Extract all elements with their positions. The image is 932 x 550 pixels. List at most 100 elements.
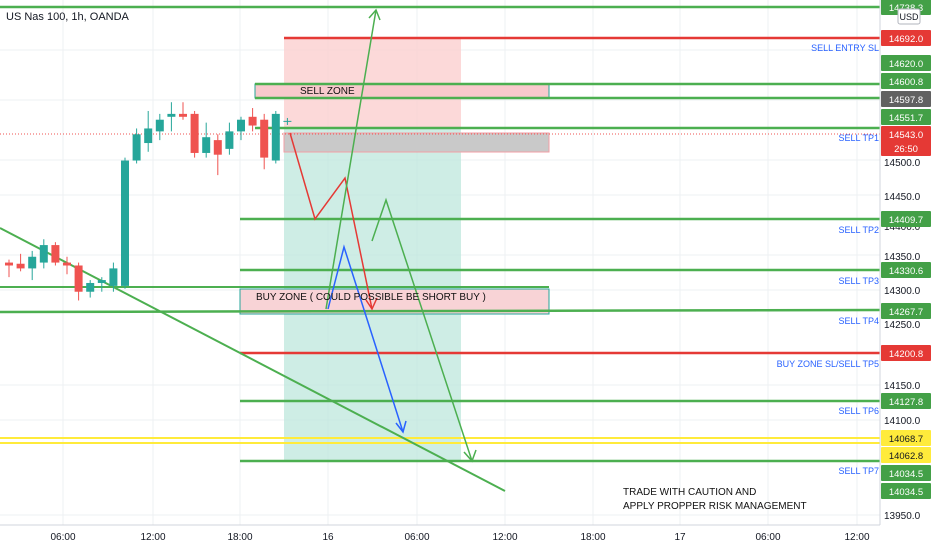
price-badge: 14068.7	[881, 430, 931, 446]
x-tick: 18:00	[227, 532, 252, 543]
price-badge-label: 14062.8	[889, 451, 923, 462]
price-badge-label: 14600.8	[889, 77, 923, 88]
candle-body	[51, 245, 60, 263]
price-badges: 14738.314692.014620.014600.814597.814551…	[881, 0, 931, 499]
label-buy-zone-sl: BUY ZONE SL/SELL TP5	[777, 359, 879, 369]
candle-body	[155, 119, 164, 132]
y-tick: 14500.0	[884, 158, 921, 169]
price-badge-label: 14543.0	[889, 130, 923, 141]
candle-body	[5, 262, 13, 266]
candle-body	[271, 113, 280, 161]
price-badge: 14620.0	[881, 55, 931, 71]
candle-body	[16, 263, 25, 269]
buy-zone-label: BUY ZONE ( COULD POSSIBLE BE SHORT BUY )	[256, 292, 486, 303]
candle-body	[86, 282, 95, 292]
x-tick: 06:00	[50, 532, 75, 543]
candle-body	[74, 265, 83, 292]
candle-body	[248, 116, 257, 126]
price-badge: 14409.7	[881, 211, 931, 227]
y-tick: 14400.0	[884, 222, 921, 233]
y-tick: 13950.0	[884, 511, 921, 522]
red-projection-path	[289, 132, 373, 310]
price-badge-label: 14267.7	[889, 307, 923, 318]
price-badge-label: 14620.0	[889, 59, 923, 70]
price-badge: 14551.7	[881, 109, 931, 125]
blue-projection-path	[327, 244, 404, 433]
blue-arrowhead	[395, 420, 407, 434]
note-line-2: APPLY PROPPER RISK MANAGEMENT	[623, 501, 807, 512]
price-badge-label: 14068.7	[889, 434, 923, 445]
x-tick: 12:00	[844, 532, 869, 543]
chart-title: US Nas 100, 1h, OANDA	[6, 11, 130, 23]
price-badge-label: 14034.5	[889, 487, 923, 498]
price-badge-label: 14409.7	[889, 215, 923, 226]
y-tick: 14100.0	[884, 416, 921, 427]
x-tick-labels: 06:00 12:00 18:00 16 06:00 12:00 18:00 1…	[50, 532, 869, 543]
levels	[0, 5, 881, 492]
green-up-arrowhead	[368, 8, 381, 21]
price-badge: 14062.8	[881, 447, 931, 463]
green-up-arrow	[325, 9, 377, 310]
projection-paths	[289, 8, 477, 463]
price-badge-label: 14200.8	[889, 349, 923, 360]
y-tick: 14300.0	[884, 286, 921, 297]
candle-body	[202, 137, 211, 153]
sell-tp1-rect[interactable]	[283, 132, 550, 153]
x-tick: 16	[322, 532, 334, 543]
green-down-arrowhead	[463, 449, 477, 463]
y-tick: 14250.0	[884, 320, 921, 331]
price-badge: 14267.7	[881, 303, 931, 319]
label-sell-tp2: SELL TP2	[838, 225, 879, 235]
candles	[5, 102, 292, 301]
price-badge: 26:50	[881, 140, 931, 156]
price-badge-label: 14597.8	[889, 95, 923, 106]
label-sell-tp7: SELL TP7	[838, 466, 879, 476]
x-tick: 12:00	[140, 532, 165, 543]
y-tick: 14350.0	[884, 252, 921, 263]
candle-body	[144, 128, 153, 144]
x-tick: 06:00	[755, 532, 780, 543]
label-sell-tp4: SELL TP4	[838, 316, 879, 326]
candle-body	[28, 256, 37, 269]
candle-body	[179, 113, 187, 117]
candle-body	[167, 113, 176, 117]
x-tick: 17	[674, 532, 686, 543]
time-axis[interactable]	[0, 525, 932, 550]
candle-body	[109, 268, 118, 286]
note-line-1: TRADE WITH CAUTION AND	[623, 487, 756, 498]
price-badge-label: 26:50	[894, 144, 918, 155]
candle-body	[283, 120, 292, 122]
label-sell-tp6: SELL TP6	[838, 406, 879, 416]
price-badge: 14692.0	[881, 30, 931, 46]
label-sell-tp3: SELL TP3	[838, 276, 879, 286]
candle-body	[190, 113, 199, 153]
currency-label: USD	[899, 12, 919, 22]
candle-body	[97, 280, 106, 283]
price-badge-label: 14034.5	[889, 469, 923, 480]
sell-zone-label: SELL ZONE	[300, 86, 355, 97]
x-tick: 18:00	[580, 532, 605, 543]
price-badge-label: 14692.0	[889, 34, 923, 45]
price-badge: 14330.6	[881, 262, 931, 278]
green-down-path	[371, 197, 473, 462]
level-sell-tp4	[0, 308, 881, 314]
price-badge-label: 14330.6	[889, 266, 923, 277]
candle-body	[213, 140, 222, 155]
price-badge: 14034.5	[881, 465, 931, 481]
currency-button[interactable]: USD	[897, 8, 921, 25]
price-badge: 14600.8	[881, 73, 931, 89]
label-sell-tp1: SELL TP1	[838, 133, 879, 143]
x-tick: 12:00	[492, 532, 517, 543]
candle-body	[260, 119, 269, 158]
candle-body	[121, 160, 129, 286]
level-labels: SELL ENTRY SL SELL TP1 SELL TP2 SELL TP3…	[777, 43, 879, 476]
price-badge: 14127.8	[881, 393, 931, 409]
red-arrowhead	[365, 297, 378, 311]
y-tick-labels: 14500.0 14450.0 14400.0 14350.0 14300.0 …	[884, 158, 921, 522]
price-badge-label: 14551.7	[889, 113, 923, 124]
candle-body	[225, 131, 234, 149]
price-badge-label: 14127.8	[889, 397, 923, 408]
y-tick: 14450.0	[884, 192, 921, 203]
price-badge: 14597.8	[881, 91, 931, 107]
